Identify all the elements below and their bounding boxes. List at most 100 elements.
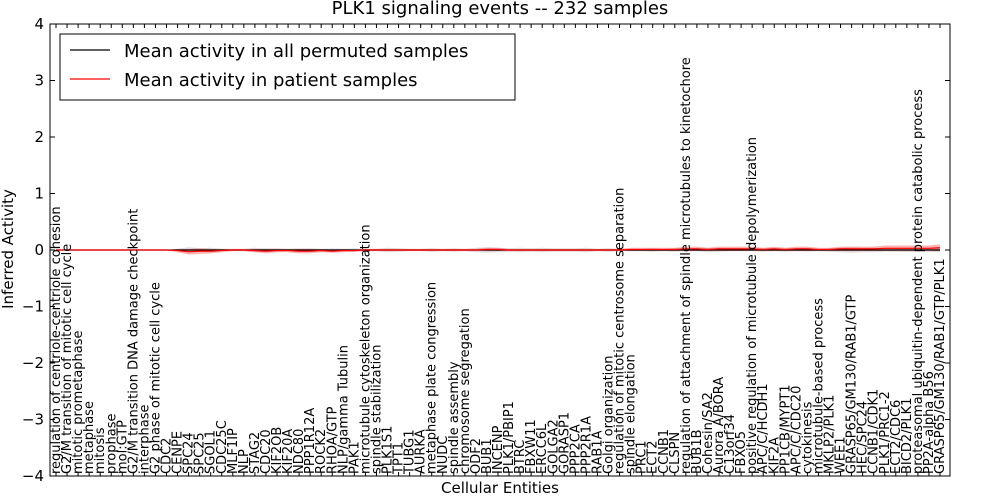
x-axis-ticks	[55, 24, 941, 476]
category-label: cytokinesis	[800, 401, 815, 474]
category-label: HEC/SPC24	[856, 401, 871, 474]
category-label: PLK1S1	[381, 426, 396, 474]
category-label: mitosis	[93, 427, 108, 474]
category-label: KIF20A	[281, 429, 296, 474]
y-tick-label: −4	[22, 467, 44, 485]
category-label: CCNB1	[657, 429, 672, 474]
y-tick-label: 3	[34, 72, 44, 90]
category-label: Golgi organization	[602, 356, 617, 474]
category-label: PPP2R1A	[579, 416, 594, 474]
category-label: CLSPN	[668, 432, 683, 474]
category-label: PP2A-alpha B56	[922, 371, 937, 474]
category-label: MKLP2/PLK1	[823, 395, 838, 474]
category-label: PPP2CA	[568, 424, 583, 474]
y-tick-label: 0	[34, 241, 44, 259]
category-label: NLP	[237, 449, 252, 474]
category-label: CDC25C	[215, 420, 230, 474]
y-axis-label: Inferred Activity	[0, 189, 17, 309]
category-label: regulation of centriole-centriole cohesi…	[49, 206, 64, 474]
category-label: regulation of attachment of spindle micr…	[679, 57, 694, 474]
category-label: MLF1IP	[226, 428, 241, 474]
category-label: G2 phase of mitotic cell cycle	[148, 282, 163, 474]
category-label: PPP1R12A	[303, 408, 318, 474]
category-label: INCENP	[491, 425, 506, 474]
category-label: BTRC	[513, 440, 528, 474]
patient-mean-line	[56, 247, 941, 253]
category-label: Cohesin/SA2	[701, 392, 716, 474]
category-label: G2/M transition DNA damage checkpoint	[126, 209, 141, 474]
category-label: RHOA/GTP	[325, 406, 340, 474]
category-label: ECT2	[646, 440, 661, 474]
category-label: PLK1/PBIP1	[502, 401, 517, 474]
category-label: ROCK2	[314, 429, 329, 474]
category-label: GORASP1	[557, 412, 572, 474]
plot-frame	[49, 23, 951, 477]
category-label: CENPE	[171, 431, 186, 474]
category-label: proteasomal ubiquitin-dependent protein …	[911, 89, 926, 474]
category-label: mol:GTP	[115, 420, 130, 474]
category-label: positive regulation of microtubule depol…	[745, 137, 760, 474]
legend-box	[59, 33, 516, 101]
category-label: WEE1	[834, 436, 849, 474]
category-label: chromosome segregation	[458, 308, 473, 474]
series-lines	[56, 247, 941, 253]
category-label: CDC20	[259, 429, 274, 474]
category-label: ODF2	[469, 438, 484, 474]
legend-label-permuted: Mean activity in all permuted samples	[124, 41, 468, 62]
y-tick-label: −3	[22, 411, 44, 429]
category-label: BUB1	[480, 438, 495, 474]
category-label: metaphase	[82, 401, 97, 474]
category-label: GRASP65/GM130/RAB1/GTP/PLK1	[933, 258, 948, 474]
category-label: NLP/gamma Tubulin	[336, 345, 351, 474]
y-tick-label: −1	[22, 298, 44, 316]
category-labels: regulation of centriole-centriole cohesi…	[49, 57, 948, 475]
y-tick-label: 2	[34, 128, 44, 146]
category-label: TPT1	[392, 442, 407, 475]
category-label: PRC1	[635, 440, 650, 474]
category-label: Aurora A/BORA	[712, 377, 727, 474]
category-label: prophase	[104, 414, 119, 475]
category-label: ECT2/CDC6	[889, 400, 904, 474]
category-label: TUBG1	[403, 430, 418, 476]
category-label: mitotic prometaphase	[71, 330, 86, 474]
category-label: spindle stabilization	[369, 345, 384, 475]
category-label: KIF2A	[767, 437, 782, 474]
category-label: G2/M transition of mitotic cell cycle	[60, 244, 75, 474]
y-tick-label: 1	[34, 185, 44, 203]
category-label: BICD2/PLK1	[900, 398, 915, 474]
category-label: APC/C/CDC20	[789, 386, 804, 474]
category-label: GOLGA2	[546, 419, 561, 474]
category-label: NUDC	[436, 436, 451, 474]
category-label: APC/C/HCDH1	[756, 383, 771, 474]
category-label: SGOL1	[204, 430, 219, 474]
category-label: spindle assembly	[447, 361, 462, 474]
legend-label-patient: Mean activity in patient samples	[124, 70, 418, 91]
category-label: regulation of mitotic centrosome separat…	[613, 188, 628, 474]
category-label: metaphase plate congression	[425, 282, 440, 474]
category-label: PP1CB/MYPT1	[778, 384, 793, 474]
category-label: RAB1A	[590, 430, 605, 474]
legend: Mean activity in all permuted samples Me…	[59, 33, 516, 101]
category-label: CCNB1/CDK1	[867, 389, 882, 474]
category-label: KIF2OB	[270, 427, 285, 474]
category-label: PLK1/PRC1-2	[878, 391, 893, 474]
category-label: PAK1	[347, 441, 362, 474]
category-label: STAG2	[248, 432, 263, 474]
category-label: ERCC6L	[535, 423, 550, 474]
chart-title: PLK1 signaling events -- 232 samples	[332, 0, 669, 19]
category-label: microtubule-based process	[811, 298, 826, 474]
x-axis-label: Cellular Entities	[441, 479, 559, 497]
category-label: interphase	[137, 404, 152, 474]
category-label: CDC2	[160, 438, 175, 474]
category-label: microtubule cytoskeleton organization	[358, 224, 373, 474]
category-label: BUB1B	[690, 429, 705, 474]
category-label: FBXW11	[524, 419, 539, 474]
y-tick-label: −2	[22, 354, 44, 372]
category-label: FBXO5	[734, 431, 749, 474]
category-label: spindle elongation	[624, 354, 639, 474]
y-tick-label: 4	[34, 15, 44, 33]
category-label: C13orf34	[723, 414, 738, 474]
category-label: GRASP65/GM130/RAB1/GTP	[845, 295, 860, 474]
category-label: NDC80	[292, 429, 307, 474]
